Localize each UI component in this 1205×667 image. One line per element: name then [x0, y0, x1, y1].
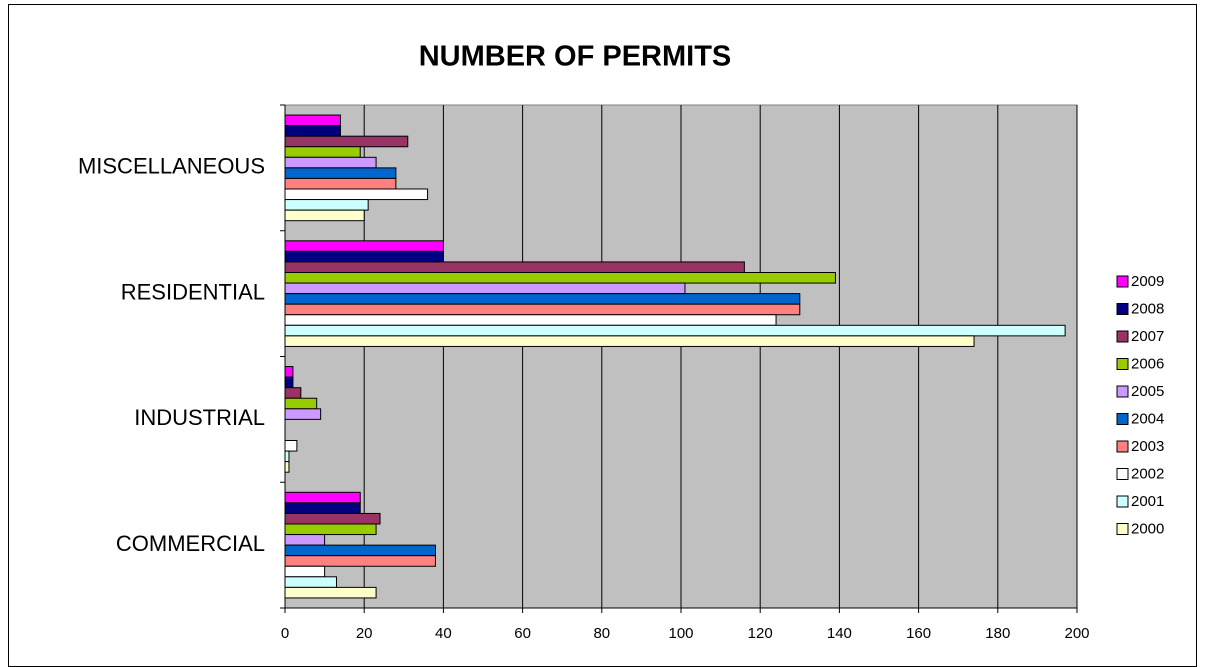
bar	[284, 135, 409, 148]
bar	[284, 271, 836, 284]
bar	[284, 114, 341, 127]
bar	[284, 397, 318, 410]
legend-label: 2002	[1131, 465, 1164, 482]
bar	[284, 324, 1066, 337]
bar	[284, 199, 369, 211]
bar	[284, 450, 290, 463]
x-tick-label: 160	[906, 625, 931, 642]
bar	[284, 544, 436, 557]
legend-label: 2004	[1131, 410, 1164, 427]
legend-swatch	[1116, 413, 1129, 425]
bar	[284, 146, 361, 158]
x-tick-label: 180	[985, 625, 1010, 642]
legend-label: 2000	[1131, 520, 1164, 537]
y-tick-label: INDUSTRIAL	[134, 405, 265, 430]
bar	[284, 565, 326, 578]
y-tick-label: COMMERCIAL	[116, 531, 265, 556]
bar	[284, 167, 397, 179]
legend-label: 2009	[1131, 273, 1164, 290]
x-tick-label: 0	[281, 625, 289, 642]
bar	[284, 376, 294, 389]
bar	[284, 534, 326, 546]
x-tick-label: 200	[1064, 625, 1089, 642]
legend-swatch	[1116, 303, 1129, 315]
legend-label: 2005	[1131, 383, 1164, 400]
bar	[284, 408, 322, 420]
bar	[284, 293, 801, 305]
legend-swatch	[1116, 358, 1129, 370]
chart-title: NUMBER OF PERMITS	[419, 41, 732, 73]
bar	[284, 366, 294, 378]
legend-label: 2006	[1131, 355, 1164, 372]
bar	[284, 303, 801, 316]
bar	[284, 576, 337, 588]
x-tick-label: 80	[593, 625, 610, 642]
legend-swatch	[1116, 468, 1129, 480]
bar	[284, 177, 397, 190]
legend-label: 2001	[1131, 493, 1164, 510]
legend-swatch	[1116, 385, 1129, 398]
x-tick-label: 100	[668, 625, 693, 642]
bar	[284, 209, 365, 222]
bar	[284, 387, 302, 399]
x-tick-label: 140	[827, 625, 852, 642]
bar	[284, 523, 377, 536]
y-tick-label: RESIDENTIAL	[121, 279, 265, 304]
bar	[284, 282, 686, 295]
bar	[284, 250, 444, 263]
legend-label: 2003	[1131, 438, 1164, 455]
bar	[284, 188, 429, 201]
legend-swatch	[1116, 440, 1129, 453]
bar	[284, 586, 377, 599]
legend-swatch	[1116, 330, 1129, 343]
legend-swatch	[1116, 275, 1129, 288]
y-tick-label: MISCELLANEOUS	[78, 154, 265, 179]
x-tick-label: 60	[514, 625, 531, 642]
legend-label: 2008	[1131, 300, 1164, 317]
bar	[284, 314, 777, 326]
bar	[284, 125, 341, 137]
legend-label: 2007	[1131, 328, 1164, 345]
x-tick-label: 40	[435, 625, 452, 642]
bar	[284, 240, 444, 252]
legend-swatch	[1116, 495, 1129, 508]
bar	[284, 261, 745, 273]
bar	[284, 512, 381, 525]
bar	[284, 555, 436, 567]
bar	[284, 440, 298, 452]
bar	[284, 491, 361, 504]
bar	[284, 502, 361, 514]
x-tick-label: 120	[748, 625, 773, 642]
bar	[284, 156, 377, 169]
x-tick-label: 20	[356, 625, 373, 642]
bar	[284, 461, 290, 473]
legend-swatch	[1116, 523, 1129, 535]
bar	[284, 335, 975, 347]
